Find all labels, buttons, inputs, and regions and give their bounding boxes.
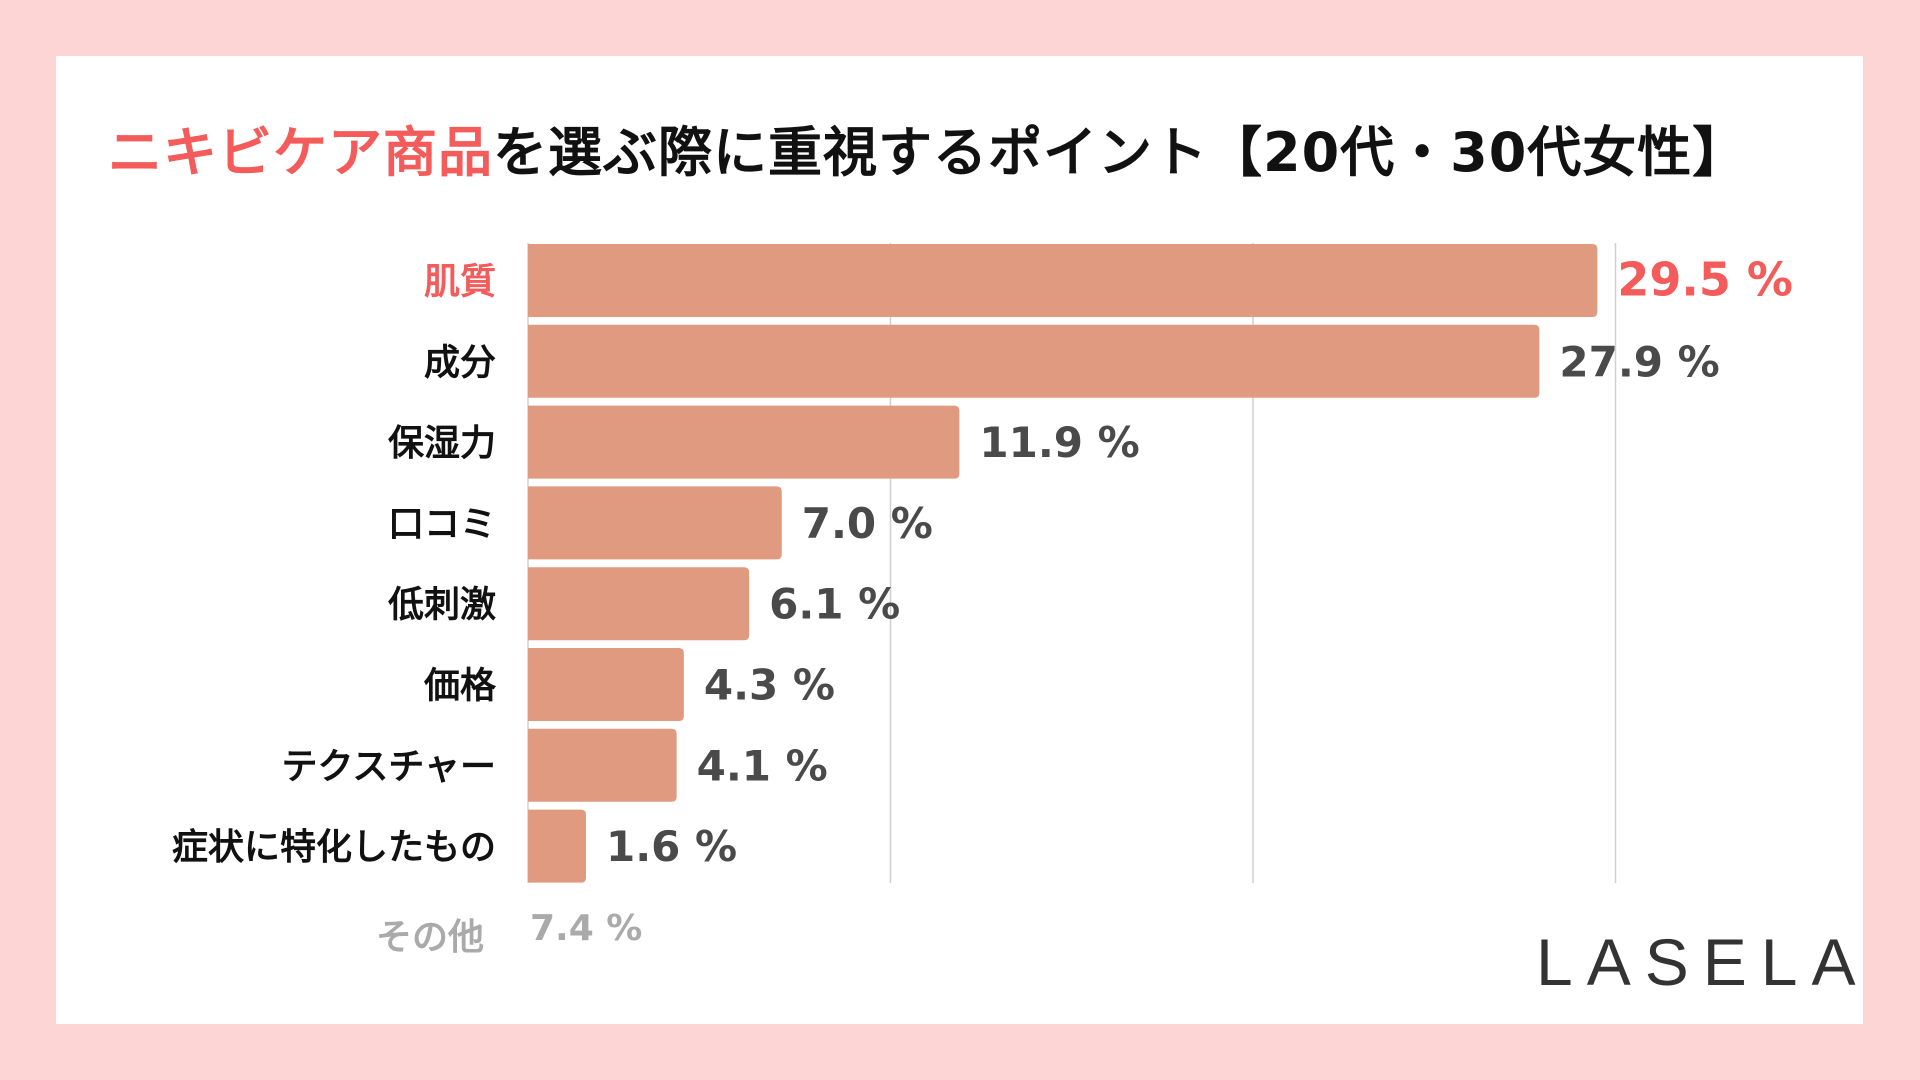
category-label: 低刺激 [388, 585, 496, 626]
bar [528, 648, 684, 721]
value-label: 4.1 % [697, 741, 828, 790]
chart-title: ニキビケア商品を選ぶ際に重視するポイント【20代・30代女性】 [108, 108, 1747, 187]
value-label: 7.0 % [802, 499, 933, 548]
value-label: 6.1 % [769, 580, 900, 629]
category-label: 肌質 [424, 262, 496, 303]
lasela-logo: LASELA [1536, 925, 1870, 999]
category-label: 成分 [424, 342, 496, 383]
bar [528, 324, 1540, 398]
value-label: 29.5 % [1617, 253, 1793, 307]
bar [528, 244, 1598, 317]
bar [528, 567, 750, 641]
category-label: 症状に特化したもの [172, 827, 496, 868]
chart-card: ニキビケア商品を選ぶ際に重視するポイント【20代・30代女性】 肌質 29.5 %… [56, 56, 1863, 1024]
category-label: 保湿力 [388, 423, 496, 464]
title-rest: を選ぶ際に重視するポイント【20代・30代女性】 [493, 121, 1748, 184]
other-label: その他 [376, 917, 485, 958]
value-label: 4.3 % [704, 661, 835, 710]
category-label: 価格 [423, 666, 497, 707]
value-label: 1.6 % [606, 822, 737, 871]
value-label: 27.9 % [1559, 337, 1719, 386]
title-highlight: ニキビケア商品 [108, 121, 493, 184]
bar [528, 728, 677, 802]
bar [528, 486, 782, 560]
value-label: 11.9 % [979, 418, 1139, 467]
bar [528, 809, 586, 883]
bar-chart: 肌質 29.5 % 成分 27.9 % 保湿力 11.9 % 口コミ 7.0 % 低刺激 6.1 … [172, 243, 1793, 883]
bar [528, 405, 960, 479]
other-value: 7.4 % [530, 908, 643, 949]
category-label: テクスチャー [281, 746, 496, 787]
category-label: 口コミ [388, 504, 496, 545]
